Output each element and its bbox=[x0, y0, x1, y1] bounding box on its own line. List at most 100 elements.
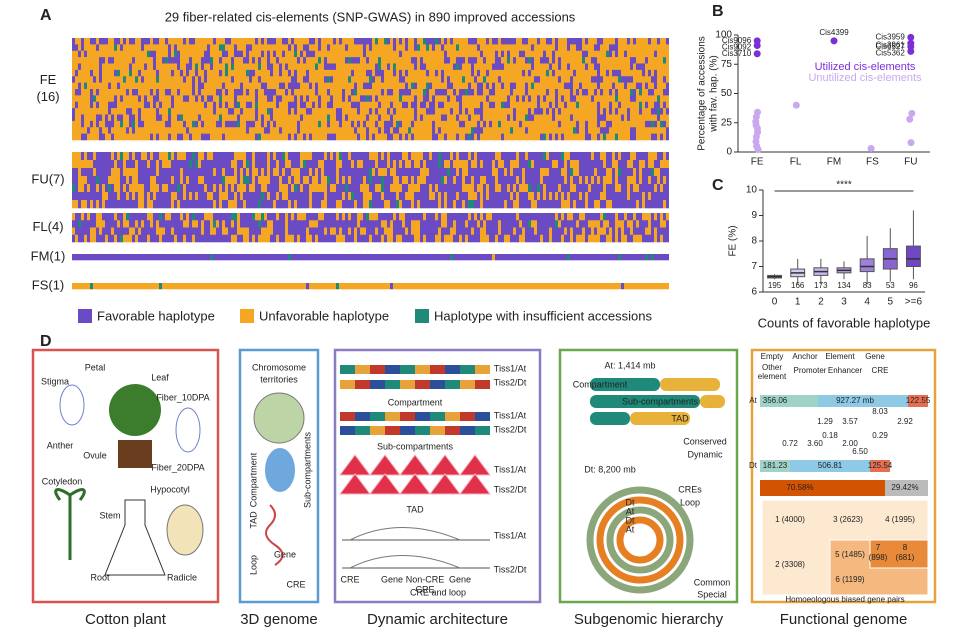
heatmap-cell bbox=[459, 234, 462, 243]
heatmap-cell bbox=[621, 184, 627, 193]
heatmap-cell bbox=[249, 160, 252, 169]
heatmap-cell bbox=[654, 160, 660, 169]
heatmap-cell bbox=[195, 82, 198, 90]
heatmap-cell bbox=[90, 69, 93, 77]
heatmap-cell bbox=[600, 176, 603, 185]
heatmap-cell bbox=[198, 76, 201, 83]
heatmap-cell bbox=[177, 133, 183, 141]
heatmap-cell bbox=[96, 213, 102, 221]
heatmap-cell bbox=[492, 168, 498, 177]
heatmap-cell bbox=[177, 234, 183, 243]
heatmap-cell bbox=[660, 234, 663, 243]
heatmap-cell bbox=[303, 50, 306, 58]
heatmap-cell bbox=[219, 184, 222, 193]
heatmap-cell bbox=[261, 76, 291, 83]
heatmap-cell bbox=[213, 63, 225, 71]
heatmap-cell bbox=[228, 50, 234, 58]
heatmap-cell bbox=[564, 234, 570, 243]
heatmap-cell bbox=[666, 152, 669, 161]
heatmap-cell bbox=[558, 38, 567, 45]
heatmap-cell bbox=[399, 69, 402, 77]
heatmap-cell bbox=[369, 127, 378, 134]
heatmap-cell bbox=[453, 176, 456, 185]
heatmap-cell bbox=[468, 152, 471, 161]
heatmap-cell bbox=[159, 95, 171, 103]
heatmap-cell bbox=[654, 50, 657, 58]
heatmap-cell bbox=[366, 44, 369, 52]
heatmap-cell bbox=[129, 114, 135, 122]
heatmap-cell bbox=[480, 44, 531, 52]
heatmap-cell bbox=[615, 152, 618, 161]
heatmap-cell bbox=[567, 213, 573, 221]
heatmap-cell bbox=[276, 38, 282, 45]
heatmap-cell bbox=[351, 192, 354, 201]
heatmap-cell bbox=[603, 133, 606, 141]
heatmap-cell bbox=[171, 213, 180, 221]
heatmap-cell bbox=[159, 89, 165, 96]
heatmap-cell bbox=[651, 176, 657, 185]
functional-label: 0.72 bbox=[782, 439, 798, 448]
heatmap-cell bbox=[435, 184, 438, 193]
heatmap-cell bbox=[291, 108, 294, 115]
heatmap-cell bbox=[300, 168, 309, 177]
heatmap-cell bbox=[408, 176, 411, 185]
heatmap-cell bbox=[195, 192, 198, 201]
plant-canopy bbox=[109, 384, 161, 436]
heatmap-cell bbox=[561, 120, 576, 128]
heatmap-cell bbox=[189, 176, 198, 185]
heatmap-cell bbox=[555, 133, 558, 141]
heatmap-cell bbox=[441, 234, 444, 243]
heatmap-cell bbox=[486, 82, 489, 90]
heatmap-cell bbox=[636, 95, 657, 103]
y-axis-title: Percentage of accessions bbox=[697, 36, 708, 151]
heatmap-cell bbox=[198, 63, 201, 71]
track bbox=[400, 412, 415, 421]
heatmap-cell bbox=[216, 168, 222, 177]
heatmap-cell bbox=[96, 200, 99, 209]
x-tick-label: FU bbox=[904, 157, 917, 168]
heatmap-cell bbox=[477, 44, 480, 52]
heatmap-cell bbox=[600, 220, 603, 228]
heatmap-cell bbox=[336, 213, 339, 221]
heatmap-cell bbox=[90, 234, 96, 243]
heatmap-cell bbox=[510, 127, 513, 134]
heatmap-cell bbox=[447, 95, 450, 103]
heatmap-cell bbox=[96, 184, 99, 193]
heatmap-cell bbox=[168, 184, 177, 193]
heatmap-cell bbox=[105, 120, 114, 128]
heatmap-cell bbox=[408, 101, 411, 109]
heatmap-cell bbox=[186, 176, 189, 185]
heatmap-cell bbox=[84, 120, 90, 128]
heatmap-cell bbox=[195, 63, 198, 71]
heatmap-cell bbox=[246, 120, 255, 128]
heatmap-cell bbox=[288, 213, 291, 221]
heatmap-cell bbox=[630, 57, 636, 64]
heatmap-cell bbox=[243, 160, 246, 169]
heatmap-cell bbox=[198, 69, 204, 77]
heatmap-cell bbox=[450, 227, 456, 236]
heatmap-cell bbox=[423, 89, 426, 96]
y-axis-title: with fav. hap. (%) bbox=[709, 55, 720, 133]
heatmap-cell bbox=[477, 120, 480, 128]
heatmap-cell bbox=[588, 192, 600, 201]
heatmap-cell bbox=[516, 176, 519, 185]
heatmap-cell bbox=[75, 101, 78, 109]
heatmap-cell bbox=[381, 101, 390, 109]
heatmap-cell bbox=[534, 82, 564, 90]
heatmap-cell bbox=[99, 127, 102, 134]
heatmap-cell bbox=[498, 120, 501, 128]
heatmap-cell bbox=[177, 200, 180, 209]
heatmap-cell bbox=[102, 127, 108, 134]
cotton-label: Stigma bbox=[41, 376, 69, 386]
heatmap-cell bbox=[384, 76, 399, 83]
heatmap-cell bbox=[663, 108, 666, 115]
heatmap-cell bbox=[567, 44, 570, 52]
heatmap-cell bbox=[513, 184, 516, 193]
heatmap-cell bbox=[234, 44, 237, 52]
heatmap-cell bbox=[501, 120, 519, 128]
heatmap-cell bbox=[351, 227, 354, 236]
heatmap-cell bbox=[270, 50, 273, 58]
heatmap-cell bbox=[195, 89, 198, 96]
heatmap-cell bbox=[243, 176, 249, 185]
heatmap-cell bbox=[639, 160, 645, 169]
